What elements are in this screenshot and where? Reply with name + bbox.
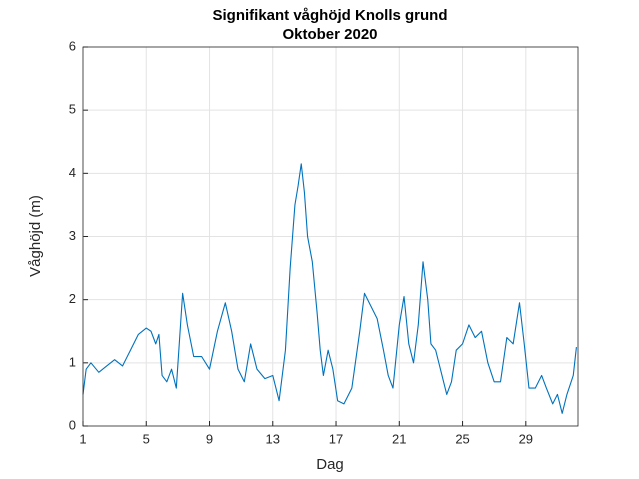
x-axis-label: Dag	[316, 456, 344, 473]
x-tick-label: 21	[392, 431, 406, 446]
y-tick-label: 0	[69, 417, 76, 432]
y-tick-label: 2	[69, 291, 76, 306]
x-tick-label: 29	[519, 431, 533, 446]
y-tick-label: 6	[69, 38, 76, 53]
y-tick-label: 4	[69, 165, 76, 180]
chart-title: Signifikant våghöjd Knolls grund	[213, 7, 448, 24]
x-tick-label: 25	[455, 431, 469, 446]
chart-subtitle: Oktober 2020	[282, 26, 377, 43]
x-tick-label: 5	[143, 431, 150, 446]
x-tick-label: 9	[206, 431, 213, 446]
y-tick-label: 5	[69, 102, 76, 117]
data-line	[82, 163, 577, 414]
y-axis-label: Våghöjd (m)	[27, 195, 44, 277]
x-tick-label: 13	[266, 431, 280, 446]
y-tick-label: 3	[69, 228, 76, 243]
axes-box	[82, 46, 579, 427]
x-tick-label: 1	[79, 431, 86, 446]
y-tick-label: 1	[69, 354, 76, 369]
x-tick-label: 17	[329, 431, 343, 446]
